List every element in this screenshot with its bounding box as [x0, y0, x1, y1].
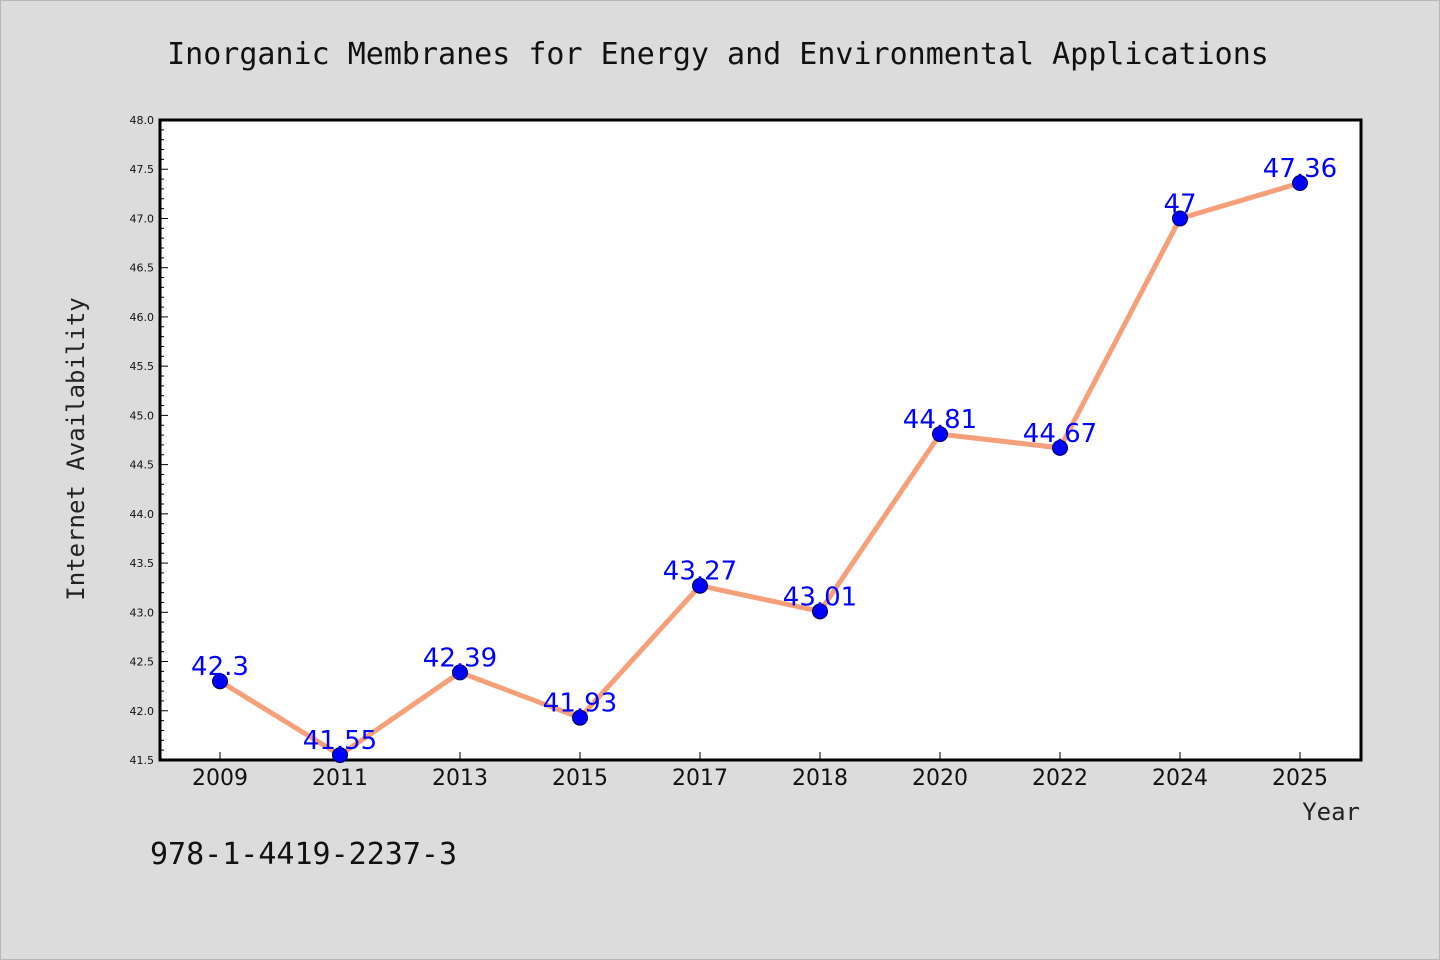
- y-axis: 41.5 42.0 42.5 43.0 43.5 44.0 44.5 45.0 45.5 46.0…: [130, 114, 168, 767]
- y-axis-label: Internet Availability: [62, 297, 90, 600]
- footnote-isbn: 978-1-4419-2237-3: [150, 837, 457, 872]
- x-tick-label: 2011: [312, 766, 368, 791]
- x-axis: 2009 2011 2013 2015 2017 2018 2020 2022 2024 2025: [192, 752, 1328, 791]
- chart-title: Inorganic Membranes for Energy and Envir…: [167, 37, 1269, 72]
- data-labels-group: 42.3 41.55 42.39 41.93 43.27 43.01 44.81 44.67 4…: [191, 154, 1337, 756]
- x-tick-label: 2020: [912, 766, 968, 791]
- y-tick-label: 46.5: [130, 262, 155, 275]
- x-tick-label: 2015: [552, 766, 608, 791]
- x-tick-label: 2022: [1032, 766, 1088, 791]
- data-point-marker: [812, 603, 828, 620]
- data-label: 44.81: [903, 405, 977, 435]
- data-point-marker: [1172, 210, 1188, 227]
- markers-group: [212, 175, 1308, 764]
- y-tick-label: 44.0: [130, 508, 155, 521]
- data-point-marker: [1052, 439, 1068, 456]
- y-tick-label: 42.5: [130, 656, 155, 669]
- y-tick-label: 42.0: [130, 705, 155, 718]
- data-point-marker: [452, 664, 468, 681]
- x-axis-label: Year: [1302, 798, 1360, 826]
- series-line-group: [218, 180, 1301, 758]
- y-tick-label: 43.5: [130, 557, 155, 570]
- x-tick-label: 2009: [192, 766, 248, 791]
- x-tick-label: 2013: [432, 766, 488, 791]
- y-tick-label: 45.5: [130, 360, 155, 373]
- data-label: 47: [1163, 189, 1196, 219]
- y-tick-label: 41.5: [130, 754, 155, 767]
- y-tick-label: 43.0: [130, 606, 155, 619]
- data-label: 42.39: [423, 643, 497, 673]
- series-line: [218, 180, 1301, 758]
- y-tick-label: 47.0: [130, 212, 155, 225]
- data-point-marker: [572, 709, 588, 726]
- data-point-marker: [212, 673, 228, 690]
- data-label: 41.93: [543, 689, 617, 719]
- y-tick-label: 47.5: [130, 163, 155, 176]
- x-tick-label: 2018: [792, 766, 848, 791]
- x-tick-label: 2024: [1152, 766, 1208, 791]
- data-point-marker: [332, 747, 348, 764]
- data-label: 47.36: [1263, 154, 1337, 184]
- y-tick-label: 46.0: [130, 311, 155, 324]
- data-point-marker: [692, 577, 708, 594]
- data-label: 44.67: [1023, 419, 1097, 449]
- y-tick-label: 48.0: [130, 114, 155, 127]
- x-tick-label: 2017: [672, 766, 728, 791]
- data-label: 41.55: [303, 726, 377, 756]
- y-tick-label: 44.5: [130, 459, 155, 472]
- x-tick-label: 2025: [1272, 766, 1328, 791]
- data-point-marker: [1292, 175, 1308, 192]
- plot-area: [158, 118, 1363, 762]
- data-label: 43.01: [783, 582, 857, 612]
- y-tick-label: 45.0: [130, 409, 155, 422]
- data-label: 42.3: [191, 652, 249, 682]
- data-label: 43.27: [663, 557, 737, 587]
- data-point-marker: [932, 426, 948, 443]
